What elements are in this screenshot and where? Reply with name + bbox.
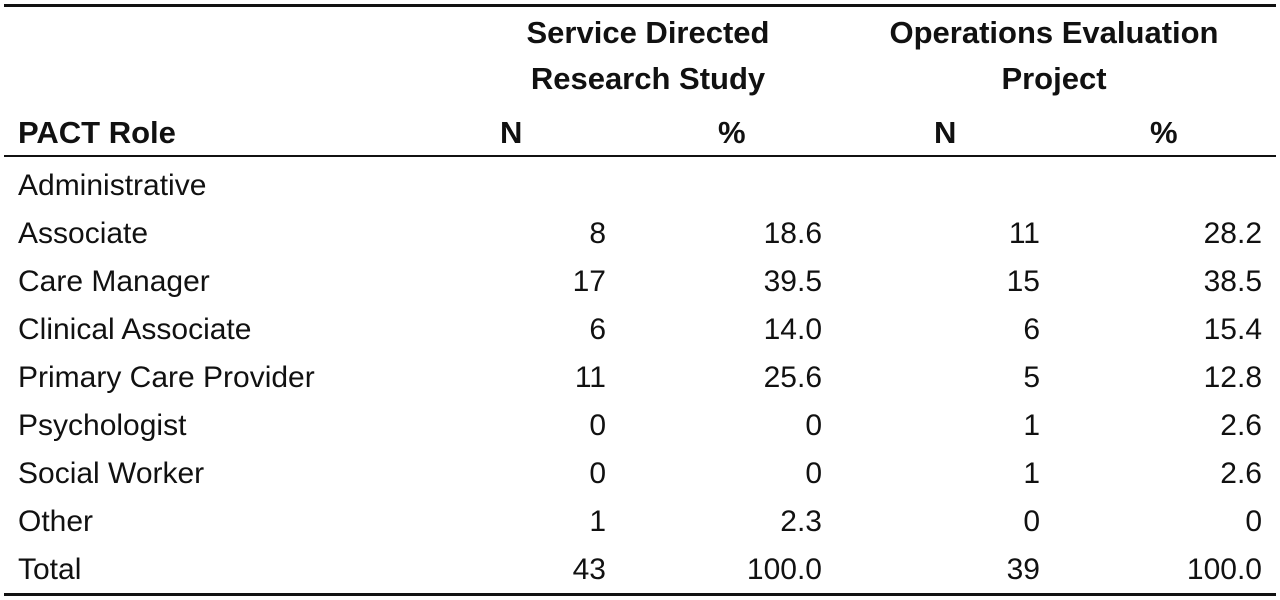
cell-percent-study: 0	[805, 409, 822, 442]
cell-percent-project: 15.4	[1203, 313, 1262, 346]
cell-n-study: 11	[574, 361, 606, 394]
cell-percent-study: 2.3	[780, 505, 822, 538]
header-rule	[4, 155, 1276, 157]
cell-n-study: 8	[589, 217, 606, 250]
table-body: Administrative Associate 8 18.6 11 28.2 …	[4, 162, 1276, 594]
table-row: Social Worker 0 0 1 2.6	[4, 450, 1276, 498]
group-header-operations-evaluation: Operations Evaluation Project	[889, 15, 1219, 96]
table-row: Psychologist 0 0 1 2.6	[4, 402, 1276, 450]
cell-n-study: 0	[589, 409, 606, 442]
cell-percent-project: 38.5	[1203, 265, 1262, 298]
cell-percent-project: 100.0	[1186, 553, 1262, 586]
cell-percent-project: 28.2	[1203, 217, 1262, 250]
table-top-rule	[4, 4, 1276, 7]
row-label: Social Worker	[18, 457, 205, 490]
row-label: Associate	[18, 217, 149, 250]
table-row: Other 1 2.3 0 0	[4, 498, 1276, 546]
row-label: Other	[18, 505, 94, 538]
cell-percent-project: 12.8	[1203, 361, 1262, 394]
cell-n-project: 11	[1008, 217, 1040, 250]
cell-percent-study: 18.6	[763, 217, 822, 250]
table-bottom-rule	[4, 593, 1276, 596]
cell-n-project: 1	[1023, 409, 1040, 442]
row-label: Psychologist	[18, 409, 187, 442]
table-row: Administrative	[4, 162, 1276, 210]
column-header-n-project: N	[934, 115, 957, 150]
table-row: Clinical Associate 6 14.0 6 15.4	[4, 306, 1276, 354]
table-row: Associate 8 18.6 11 28.2	[4, 210, 1276, 258]
pact-role-table: Service Directed Research Study Operatio…	[4, 4, 1276, 596]
cell-percent-study: 14.0	[763, 313, 822, 346]
cell-n-study: 6	[589, 313, 606, 346]
table-row-total: Total 43 100.0 39 100.0	[4, 546, 1276, 594]
cell-n-study: 0	[589, 457, 606, 490]
cell-percent-project: 2.6	[1220, 409, 1262, 442]
column-header-n-study: N	[500, 115, 523, 150]
cell-n-project: 39	[1006, 553, 1040, 586]
table-row: Primary Care Provider 11 25.6 5 12.8	[4, 354, 1276, 402]
row-label: Administrative	[18, 169, 207, 202]
cell-n-study: 17	[572, 265, 606, 298]
cell-n-project: 1	[1023, 457, 1040, 490]
cell-n-project: 6	[1023, 313, 1040, 346]
column-header-percent-study: %	[718, 115, 746, 150]
cell-percent-project: 2.6	[1220, 457, 1262, 490]
cell-n-study: 43	[572, 553, 606, 586]
cell-n-project: 0	[1023, 505, 1040, 538]
row-label: Total	[18, 553, 82, 586]
cell-n-project: 15	[1006, 265, 1040, 298]
cell-n-study: 1	[589, 505, 606, 538]
cell-percent-study: 25.6	[763, 361, 822, 394]
cell-percent-study: 0	[805, 457, 822, 490]
group-header-service-directed: Service Directed Research Study	[526, 15, 770, 96]
row-label: Care Manager	[18, 265, 210, 298]
row-label: Primary Care Provider	[18, 361, 315, 394]
table-row: Care Manager 17 39.5 15 38.5	[4, 258, 1276, 306]
column-header-pact-role: PACT Role	[18, 115, 176, 150]
cell-percent-project: 0	[1245, 505, 1262, 538]
column-header-percent-project: %	[1150, 115, 1178, 150]
cell-percent-study: 39.5	[763, 265, 822, 298]
cell-percent-study: 100.0	[746, 553, 822, 586]
row-label: Clinical Associate	[18, 313, 252, 346]
cell-n-project: 5	[1023, 361, 1040, 394]
